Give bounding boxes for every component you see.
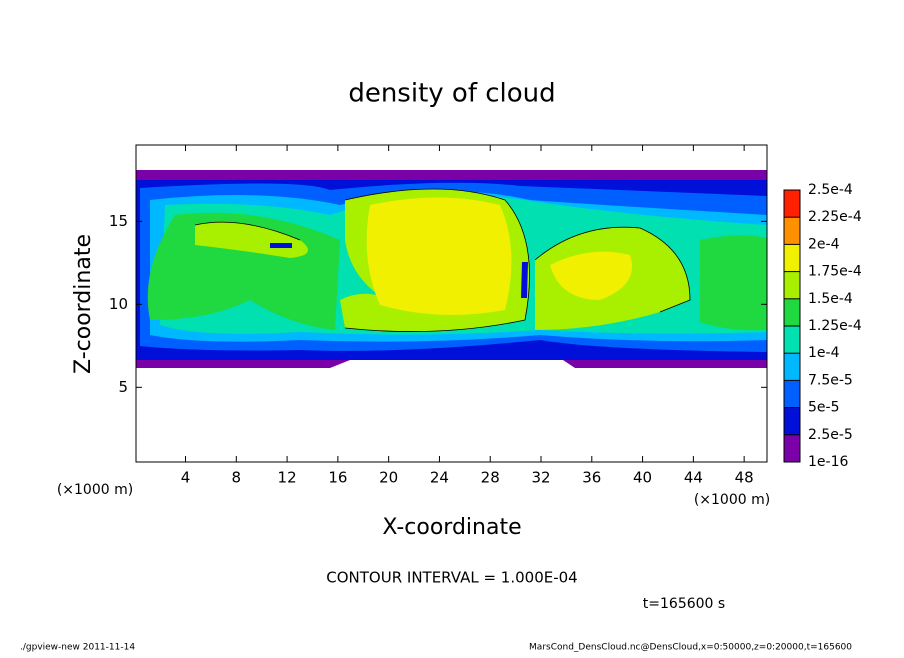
colorbar-label: 2.25e-4 <box>808 209 862 225</box>
colorbar-label: 1.75e-4 <box>808 264 862 280</box>
x-tick-label: 8 <box>232 469 242 487</box>
colorbar-label: 7.5e-5 <box>808 372 853 388</box>
x-tick-label: 48 <box>735 469 754 487</box>
contour-region <box>195 222 308 258</box>
colorbar-label: 1e-4 <box>808 345 840 361</box>
colorbar-label: 1.5e-4 <box>808 291 853 307</box>
x-tick-label: 32 <box>531 469 550 487</box>
time-label: t=165600 s <box>643 596 725 612</box>
x-tick-label: 20 <box>379 469 398 487</box>
y-tick-label: 15 <box>109 212 128 230</box>
footer-left: ./gpview-new 2011-11-14 <box>20 643 135 653</box>
colorbar-label: 1.25e-4 <box>808 318 862 334</box>
x-tick-label: 28 <box>481 469 500 487</box>
colorbar-band <box>784 434 800 462</box>
colorbar-band <box>784 407 800 435</box>
colorbar-band <box>784 190 800 218</box>
x-tick-label: 44 <box>684 469 703 487</box>
contour-region <box>366 197 512 315</box>
chart-title: density of cloud <box>348 79 555 109</box>
x-axis-label: X-coordinate <box>382 515 521 540</box>
contour-region <box>270 243 292 248</box>
contour-region <box>700 235 767 331</box>
colorbar-band <box>784 298 800 326</box>
y-tick-label: 5 <box>118 378 128 396</box>
y-tick-label: 10 <box>109 295 128 313</box>
colorbar-label: 2e-4 <box>808 236 840 252</box>
colorbar-band <box>784 353 800 381</box>
contour-line <box>194 188 691 332</box>
x-tick-label: 12 <box>278 469 297 487</box>
y-unit: (×1000 m) <box>57 482 133 498</box>
x-tick-label: 4 <box>181 469 191 487</box>
colorbar-band <box>784 217 800 245</box>
colorbar-label: 2.5e-5 <box>808 427 853 443</box>
colorbar-band <box>784 244 800 272</box>
footer-right: MarsCond_DensCloud.nc@DensCloud,x=0:5000… <box>529 643 852 653</box>
contour-region <box>521 262 528 298</box>
contour-region <box>550 251 632 300</box>
colorbar-band <box>784 380 800 408</box>
x-tick-label: 40 <box>633 469 652 487</box>
plot-frame <box>135 144 768 463</box>
x-tick-label: 16 <box>328 469 347 487</box>
colorbar-band <box>784 326 800 354</box>
colorbar-band <box>784 271 800 299</box>
colorbar-label: 2.5e-4 <box>808 182 853 198</box>
contour-field <box>136 170 767 368</box>
x-tick-label: 36 <box>582 469 601 487</box>
x-tick-label: 24 <box>430 469 449 487</box>
colorbar-label: 1e-16 <box>808 454 848 470</box>
annotation: CONTOUR INTERVAL = 1.000E-04 <box>326 569 577 587</box>
x-unit: (×1000 m) <box>694 492 770 508</box>
colorbar-label: 5e-5 <box>808 400 839 416</box>
y-axis-label: Z-coordinate <box>71 234 96 374</box>
